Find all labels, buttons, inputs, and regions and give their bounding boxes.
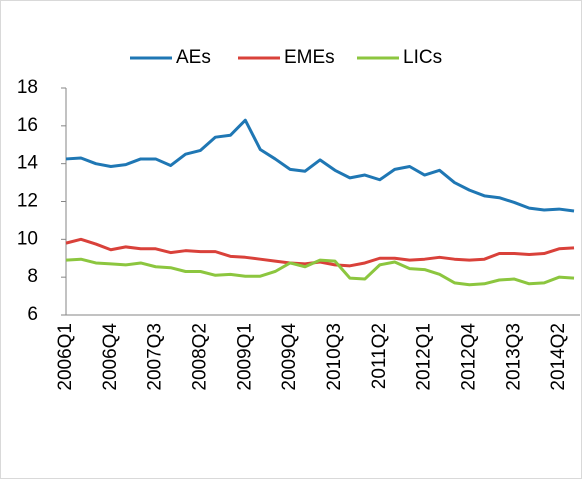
data-line bbox=[65, 118, 575, 213]
data-line bbox=[65, 257, 575, 287]
x-tick-label: 2011Q2 bbox=[369, 323, 390, 389]
x-tick-label: 2010Q3 bbox=[324, 323, 345, 391]
y-tick-label: 16 bbox=[17, 115, 38, 136]
legend-label: AEs bbox=[176, 47, 211, 68]
x-tick-label: 2007Q3 bbox=[145, 323, 166, 391]
x-tick-label: 2012Q1 bbox=[414, 323, 435, 391]
x-tick-label: 2006Q4 bbox=[100, 323, 121, 391]
y-tick-label: 14 bbox=[17, 153, 39, 174]
data-line bbox=[65, 237, 575, 268]
x-tick-label: 2014Q2 bbox=[548, 323, 569, 391]
x-tick-label: 2009Q1 bbox=[234, 323, 255, 391]
x-tick-label: 2008Q2 bbox=[189, 323, 210, 391]
legend-label: LICs bbox=[403, 47, 442, 68]
y-tick-label: 12 bbox=[17, 191, 38, 212]
x-tick-label: 2013Q3 bbox=[503, 323, 524, 391]
y-tick-label: 18 bbox=[17, 77, 38, 98]
y-tick-label: 6 bbox=[27, 304, 38, 325]
x-tick-label: 2006Q1 bbox=[55, 323, 76, 391]
y-tick-label: 10 bbox=[17, 228, 38, 249]
x-tick-label: 2012Q4 bbox=[458, 323, 479, 391]
legend-label: EMEs bbox=[284, 47, 335, 68]
y-tick-label: 8 bbox=[27, 266, 38, 287]
x-tick-label: 2009Q4 bbox=[279, 323, 300, 391]
